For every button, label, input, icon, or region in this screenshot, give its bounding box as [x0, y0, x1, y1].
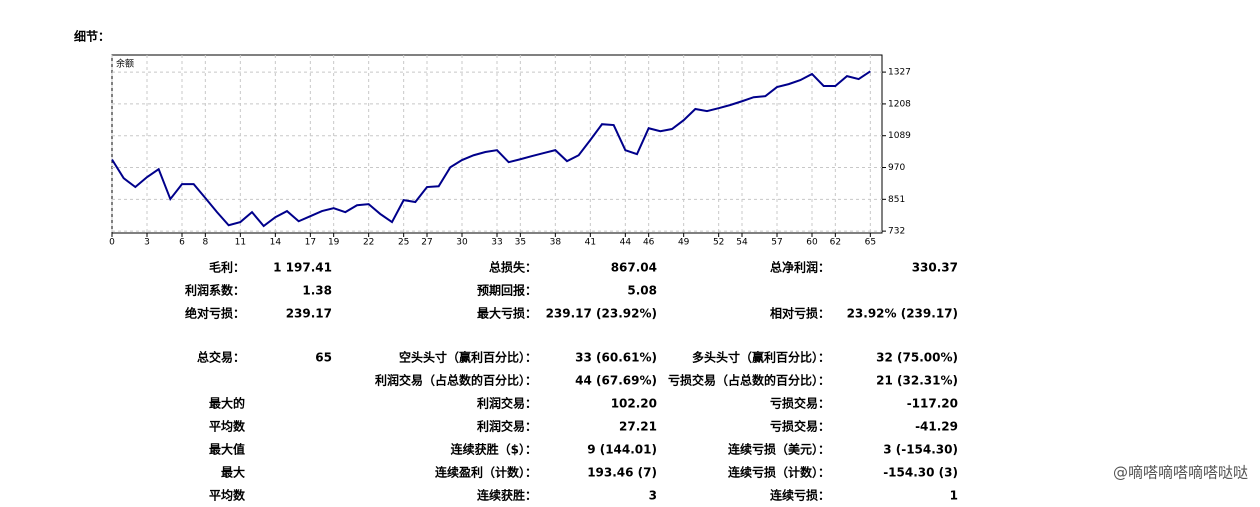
balance-line: [111, 70, 871, 228]
stat-label: 空头头寸（赢利百分比）：: [399, 350, 537, 365]
stat-label: 毛利：: [209, 260, 245, 275]
x-tick-label: 65: [865, 238, 876, 248]
x-tick-label: 8: [202, 238, 208, 248]
stat-label: 亏损交易：: [770, 419, 830, 434]
stat-value: 33 (60.61%): [575, 351, 657, 365]
stat-label: 总交易：: [197, 350, 245, 365]
x-tick-label: 60: [806, 238, 818, 248]
x-tick-label: 27: [421, 238, 432, 248]
stat-label: 连续盈利（计数）：: [435, 465, 537, 480]
y-tick-label: 1208: [888, 99, 911, 109]
stat-label: 绝对亏损：: [185, 306, 245, 321]
stat-value: 3: [649, 489, 657, 503]
x-tick-label: 57: [771, 238, 782, 248]
x-tick-label: 49: [678, 238, 690, 248]
plot-frame: [111, 54, 883, 234]
stat-value: 193.46 (7): [587, 466, 657, 480]
x-tick-label: 52: [713, 238, 724, 248]
chart-title: 余额: [116, 58, 134, 70]
stat-label: 利润交易（占总数的百分比）：: [375, 373, 537, 388]
stat-label: 总损失：: [489, 260, 537, 275]
stat-label: 总净利润：: [770, 260, 830, 275]
y-tick-label: 851: [888, 195, 905, 205]
x-tick-label: 54: [736, 238, 748, 248]
stat-label: 利润交易：: [477, 396, 537, 411]
stat-value: 1: [950, 489, 958, 503]
stat-label: 预期回报：: [477, 283, 537, 298]
stat-value: -154.30 (3): [883, 466, 958, 480]
watermark: @嘀嗒嘀嗒嘀嗒哒哒: [1113, 464, 1248, 482]
stat-label: 亏损交易：: [770, 396, 830, 411]
x-tick-label: 46: [643, 238, 655, 248]
stat-value: 5.08: [627, 284, 657, 298]
y-tick-label: 732: [888, 227, 905, 237]
x-tick-label: 14: [270, 238, 282, 248]
x-tick-label: 3: [144, 238, 150, 248]
stat-label: 亏损交易（占总数的百分比）：: [668, 373, 830, 388]
stat-value: 3 (-154.30): [883, 443, 958, 457]
stat-value: 9 (144.01): [587, 443, 657, 457]
stat-value: 65: [315, 351, 332, 365]
stat-label: 平均数: [209, 488, 246, 503]
y-tick-label: 1089: [888, 131, 911, 141]
stat-value: 102.20: [611, 397, 657, 411]
stat-label: 相对亏损：: [770, 306, 830, 321]
stat-label: 连续亏损（美元）：: [728, 442, 830, 457]
stat-value: -117.20: [907, 397, 958, 411]
x-tick-label: 62: [830, 238, 841, 248]
stat-label: 利润系数：: [185, 283, 245, 298]
x-tick-label: 0: [109, 238, 115, 248]
y-tick-label: 970: [888, 163, 905, 173]
x-tick-label: 38: [550, 238, 562, 248]
heading: 细节：: [74, 29, 110, 44]
stat-label: 最大的: [209, 396, 245, 411]
stat-value: 330.37: [912, 261, 958, 275]
stat-label: 连续获胜：: [477, 488, 537, 503]
x-tick-label: 22: [363, 238, 374, 248]
stat-label: 连续亏损：: [770, 488, 830, 503]
x-tick-label: 33: [491, 238, 502, 248]
x-tick-label: 44: [620, 238, 632, 248]
stat-label: 连续亏损（计数）：: [728, 465, 830, 480]
x-tick-label: 35: [515, 238, 526, 248]
x-tick-label: 19: [328, 238, 340, 248]
x-tick-label: 30: [456, 238, 468, 248]
stat-label: 最大值: [209, 442, 245, 457]
y-tick-label: 1327: [888, 68, 911, 78]
stat-value: 23.92% (239.17): [847, 307, 958, 321]
stat-value: 27.21: [619, 420, 657, 434]
stat-label: 多头头寸（赢利百分比）：: [692, 350, 830, 365]
x-tick-label: 25: [398, 238, 409, 248]
stat-label: 连续获胜（$）：: [451, 442, 537, 457]
stat-label: 最大亏损：: [477, 306, 537, 321]
x-tick-label: 41: [585, 238, 596, 248]
x-tick-label: 11: [235, 238, 246, 248]
stat-value: 1 197.41: [273, 261, 332, 275]
x-tick-label: 6: [179, 238, 185, 248]
stat-label: 平均数: [209, 419, 246, 434]
stat-value: 867.04: [611, 261, 657, 275]
stat-value: 44 (67.69%): [575, 374, 657, 388]
stat-value: 239.17 (23.92%): [546, 307, 657, 321]
stat-value: 1.38: [302, 284, 332, 298]
stat-value: -41.29: [915, 420, 958, 434]
stat-value: 239.17: [286, 307, 332, 321]
stat-value: 32 (75.00%): [876, 351, 958, 365]
stat-value: 21 (32.31%): [876, 374, 958, 388]
stat-label: 最大: [221, 465, 245, 480]
x-tick-label: 17: [305, 238, 316, 248]
stat-label: 利润交易：: [477, 419, 537, 434]
